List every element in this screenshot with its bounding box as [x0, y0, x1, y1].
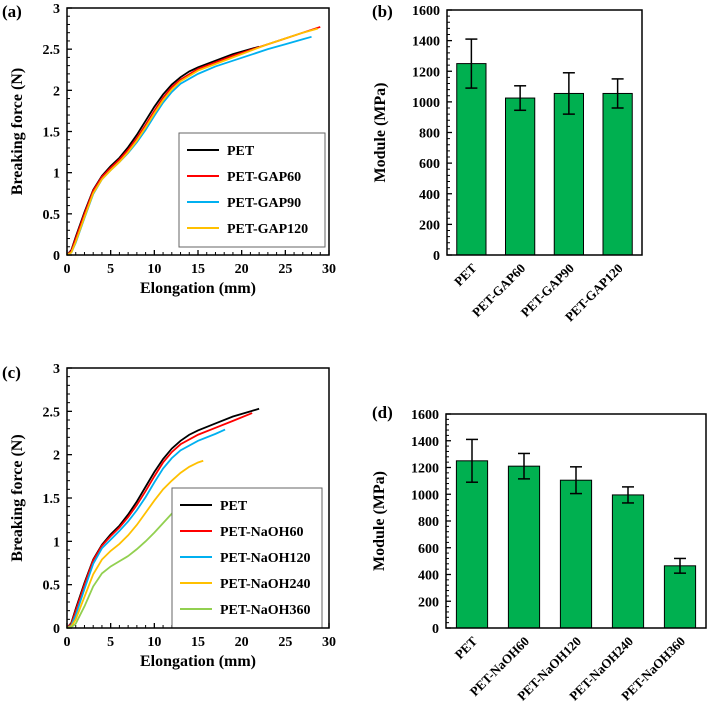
legend-label: PET-NaOH240 [220, 577, 311, 592]
bar-pet-naoh360 [663, 565, 697, 629]
y-tick-label: 0.5 [43, 579, 61, 594]
legend-label: PET-NaOH60 [220, 525, 304, 540]
y-tick-label: 1 [53, 535, 60, 550]
bar-pet-gap120 [602, 92, 633, 256]
x-tick-label: 5 [107, 262, 114, 277]
series-line-pet-naoh240 [66, 459, 204, 629]
y-tick-label: 1200 [412, 65, 440, 80]
y-tick-label: 800 [419, 127, 440, 142]
plot-frame [66, 367, 330, 629]
plot-frame [445, 413, 707, 629]
series-line-pet-gap120 [66, 27, 318, 256]
y-axis-label: Module (MPa) [371, 471, 388, 571]
y-tick-label: 1 [53, 167, 60, 182]
panel-label: (c) [2, 363, 21, 382]
plot-frame [446, 9, 643, 256]
x-tick-label: PET [451, 260, 480, 289]
y-tick-label: 600 [418, 542, 439, 557]
legend-label: PET-NaOH120 [220, 551, 311, 566]
y-tick-label: 1.5 [43, 492, 61, 507]
series-line-pet-naoh60 [66, 412, 253, 629]
y-tick-label: 200 [418, 595, 439, 610]
plot-frame [66, 7, 330, 256]
y-axis-label: Breaking force (N) [9, 68, 26, 195]
y-tick-label: 400 [419, 188, 440, 203]
x-axis-label: Elongation (mm) [140, 653, 256, 670]
x-tick-label: 30 [322, 262, 336, 277]
legend-label: PET [227, 144, 255, 159]
legend-label: PET [220, 499, 248, 514]
y-tick-label: 2 [53, 84, 60, 99]
y-tick-label: 3 [53, 362, 60, 377]
y-tick-label: 2.5 [43, 405, 61, 420]
x-tick-label: 0 [64, 262, 71, 277]
bar-pet-naoh240 [611, 494, 645, 629]
y-tick-label: 200 [419, 218, 440, 233]
x-tick-label: 20 [235, 635, 249, 650]
x-tick-label: 30 [322, 635, 336, 650]
y-tick-label: 0.5 [43, 208, 61, 223]
y-axis-label: Breaking force (N) [9, 434, 26, 561]
legend-label: PET-GAP120 [227, 222, 308, 237]
legend-label: PET-GAP90 [227, 196, 301, 211]
y-tick-label: 1600 [411, 408, 439, 423]
y-tick-label: 400 [418, 569, 439, 584]
bar-pet [455, 460, 489, 629]
bar-pet-gap90 [553, 92, 584, 256]
x-tick-label: 0 [64, 635, 71, 650]
y-tick-label: 0 [53, 622, 60, 637]
legend-label: PET-NaOH360 [220, 603, 311, 618]
y-tick-label: 1000 [411, 488, 439, 503]
x-tick-label: 10 [147, 635, 161, 650]
panel-label: (d) [372, 403, 393, 422]
panel-a: (a) 0 0.5 1 1.5 2 2.5 3 Breaking force (N) 0 5 10 15… [2, 2, 336, 297]
panel-d: (d) 0 200 400 600 800 1000 1200 1400 1600 Module (… [371, 403, 707, 704]
x-tick-label: 25 [278, 635, 292, 650]
y-tick-label: 1400 [412, 35, 440, 50]
y-tick-label: 1000 [412, 96, 440, 111]
bar-pet [456, 63, 487, 256]
x-tick-label: 15 [191, 262, 205, 277]
y-tick-label: 1.5 [43, 126, 61, 141]
y-tick-label: 3 [53, 2, 60, 17]
bar-pet-gap60 [505, 97, 536, 256]
y-tick-label: 600 [419, 157, 440, 172]
y-tick-label: 0 [432, 622, 439, 637]
x-tick-label: 5 [107, 635, 114, 650]
bar-pet-naoh60 [507, 465, 541, 629]
series-line-pet-naoh120 [66, 428, 226, 629]
panel-label: (a) [2, 2, 22, 21]
y-tick-label: 0 [53, 249, 60, 264]
y-tick-label: 2.5 [43, 43, 61, 58]
y-axis-label: Module (MPa) [372, 83, 389, 183]
y-tick-label: 800 [418, 515, 439, 530]
y-tick-label: 1600 [412, 4, 440, 19]
y-tick-label: 0 [433, 249, 440, 264]
legend-label: PET-GAP60 [227, 170, 301, 185]
panel-label: (b) [372, 2, 393, 21]
panel-b: (b) 0 200 400 600 800 1000 1200 1400 1600 Module (… [372, 2, 643, 324]
x-axis-label: Elongation (mm) [140, 280, 256, 297]
bar-pet-naoh120 [559, 479, 593, 629]
y-tick-label: 1400 [411, 435, 439, 450]
x-tick-label: 10 [147, 262, 161, 277]
x-tick-label: 15 [191, 635, 205, 650]
panel-c: (c) 0 0.5 1 1.5 2 2.5 3 Breaking force (N) 0 5 10 15… [2, 362, 336, 670]
x-tick-label: 25 [278, 262, 292, 277]
series-line-pet-naoh360 [66, 496, 191, 629]
x-tick-label: 20 [235, 262, 249, 277]
y-tick-label: 1200 [411, 462, 439, 477]
y-tick-label: 2 [53, 449, 60, 464]
x-tick-label: PET [452, 633, 481, 662]
